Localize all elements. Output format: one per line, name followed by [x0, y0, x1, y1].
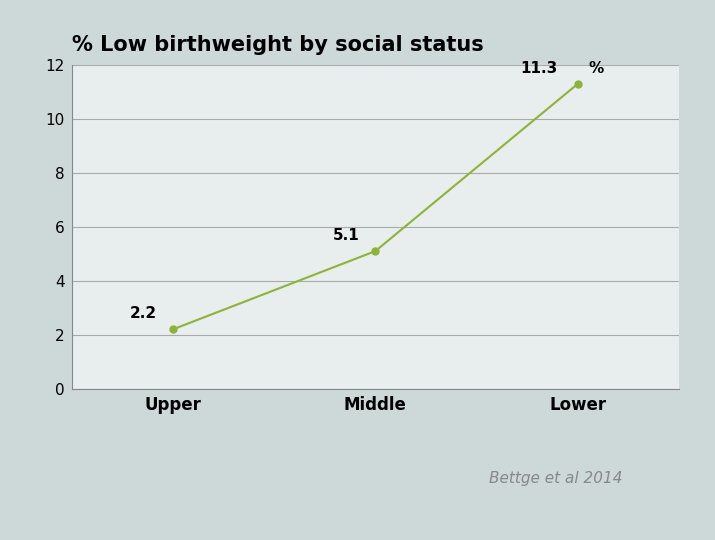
- Text: % Low birthweight by social status: % Low birthweight by social status: [72, 35, 483, 55]
- Text: 2.2: 2.2: [129, 306, 157, 321]
- Text: 11.3: 11.3: [521, 60, 558, 76]
- Text: Bettge et al 2014: Bettge et al 2014: [488, 471, 622, 486]
- Text: %: %: [588, 60, 603, 76]
- Text: 5.1: 5.1: [332, 228, 359, 243]
